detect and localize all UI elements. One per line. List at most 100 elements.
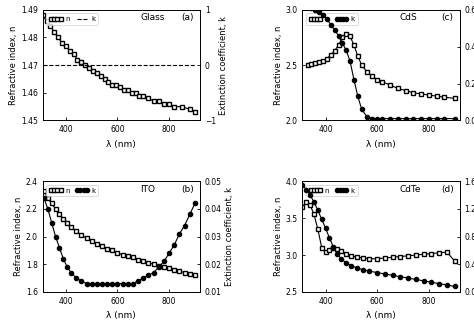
n bbox=[334, 247, 340, 251]
n bbox=[387, 83, 393, 87]
n bbox=[90, 69, 96, 72]
Line: k: k bbox=[301, 183, 457, 288]
n bbox=[452, 96, 457, 100]
Text: CdTe: CdTe bbox=[400, 185, 421, 194]
Legend: n, k: n, k bbox=[46, 13, 98, 25]
n bbox=[179, 105, 185, 109]
n bbox=[135, 258, 141, 262]
k bbox=[441, 117, 447, 121]
k bbox=[332, 28, 337, 32]
n bbox=[187, 272, 192, 276]
Text: (b): (b) bbox=[181, 185, 194, 194]
k bbox=[343, 49, 349, 52]
n bbox=[307, 203, 313, 207]
Text: Glass: Glass bbox=[140, 13, 164, 22]
n bbox=[336, 43, 341, 47]
n bbox=[192, 110, 198, 114]
n bbox=[74, 58, 80, 62]
k bbox=[387, 117, 393, 121]
n bbox=[151, 262, 156, 266]
n bbox=[68, 225, 74, 229]
n bbox=[156, 264, 162, 268]
n bbox=[436, 251, 442, 255]
n bbox=[177, 269, 182, 273]
k bbox=[444, 283, 450, 287]
n bbox=[359, 63, 365, 67]
n bbox=[428, 252, 434, 256]
n bbox=[319, 246, 325, 250]
n bbox=[382, 256, 388, 260]
n bbox=[146, 96, 151, 100]
k bbox=[172, 243, 177, 247]
n bbox=[53, 207, 58, 211]
k bbox=[348, 264, 354, 268]
X-axis label: λ (nm): λ (nm) bbox=[107, 140, 136, 149]
n bbox=[355, 54, 361, 58]
n bbox=[172, 105, 177, 109]
Text: (d): (d) bbox=[441, 185, 454, 194]
n bbox=[330, 246, 336, 250]
n bbox=[332, 49, 337, 53]
k bbox=[364, 115, 370, 119]
n bbox=[305, 63, 310, 67]
k bbox=[355, 94, 361, 98]
n bbox=[129, 91, 135, 95]
n bbox=[311, 213, 317, 216]
k bbox=[426, 117, 432, 121]
k bbox=[452, 117, 457, 121]
k bbox=[300, 183, 305, 187]
n bbox=[140, 259, 146, 263]
n bbox=[166, 266, 172, 270]
n bbox=[161, 102, 167, 106]
k bbox=[334, 252, 340, 256]
k bbox=[339, 41, 345, 45]
Y-axis label: Refractive index, n: Refractive index, n bbox=[9, 26, 18, 105]
n bbox=[374, 77, 380, 81]
n bbox=[320, 59, 326, 63]
k bbox=[380, 117, 385, 121]
n bbox=[146, 261, 151, 265]
n bbox=[182, 271, 187, 275]
k bbox=[343, 261, 349, 265]
n bbox=[300, 205, 305, 209]
k bbox=[369, 117, 375, 121]
n bbox=[405, 254, 411, 258]
k bbox=[434, 117, 439, 121]
k bbox=[125, 282, 131, 286]
k bbox=[359, 108, 365, 112]
Line: n: n bbox=[305, 32, 457, 100]
n bbox=[104, 247, 110, 251]
n bbox=[156, 99, 162, 103]
n bbox=[37, 182, 43, 186]
n bbox=[40, 13, 46, 17]
n bbox=[130, 256, 136, 259]
k bbox=[140, 276, 146, 280]
n bbox=[121, 88, 127, 92]
Y-axis label: Refractive index, n: Refractive index, n bbox=[14, 197, 23, 276]
X-axis label: λ (nm): λ (nm) bbox=[107, 311, 136, 320]
n bbox=[73, 229, 79, 233]
k bbox=[403, 117, 409, 121]
k bbox=[89, 282, 94, 286]
n bbox=[434, 94, 439, 98]
n bbox=[94, 72, 100, 75]
k bbox=[421, 279, 427, 283]
k bbox=[418, 117, 424, 121]
n bbox=[398, 255, 403, 258]
n bbox=[109, 249, 115, 253]
n bbox=[120, 253, 126, 256]
Line: n: n bbox=[41, 13, 197, 114]
n bbox=[354, 255, 359, 259]
n bbox=[79, 233, 84, 237]
k bbox=[330, 245, 336, 249]
k bbox=[436, 282, 442, 286]
n bbox=[55, 35, 61, 39]
n bbox=[172, 268, 177, 272]
n bbox=[441, 95, 447, 99]
n bbox=[94, 241, 100, 245]
k bbox=[324, 17, 330, 21]
k bbox=[79, 279, 84, 283]
n bbox=[84, 236, 90, 240]
n bbox=[64, 221, 70, 225]
Line: k: k bbox=[38, 185, 197, 286]
